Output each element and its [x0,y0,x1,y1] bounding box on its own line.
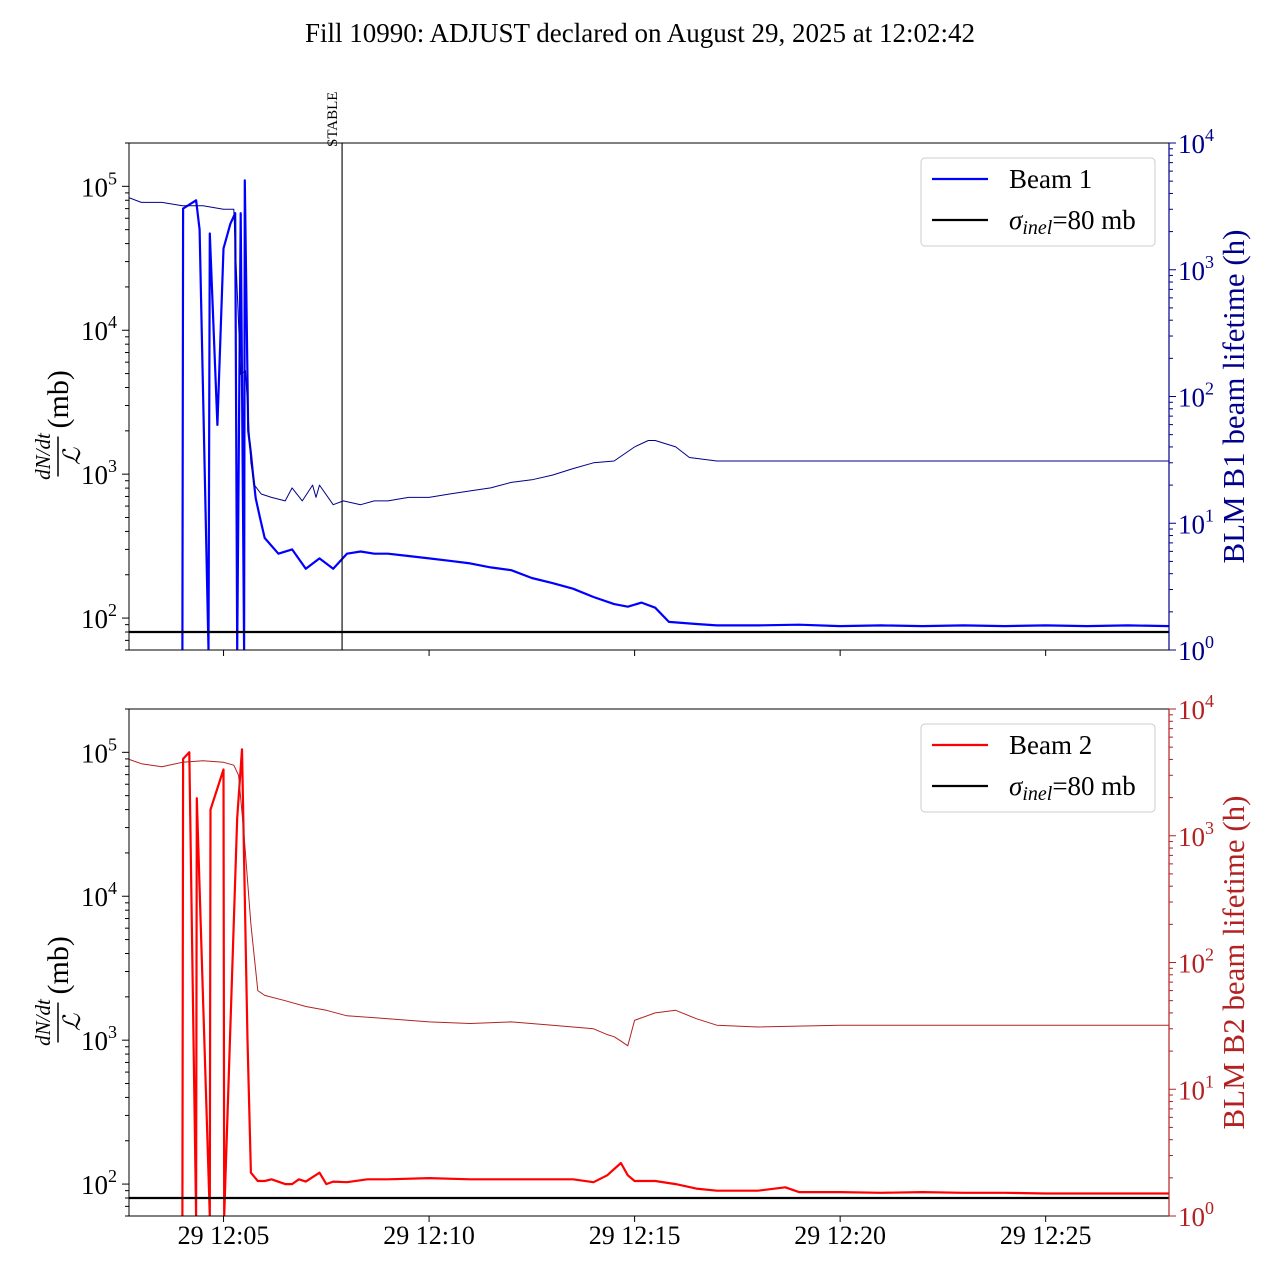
lifetime-line-2 [129,758,1169,1047]
stable-marker-label: STABLE [325,92,341,147]
y-axis-label: dN/dt ℒ (mb) [31,370,86,480]
y-axis-label: dN/dt ℒ (mb) [31,936,86,1046]
x-tick-label: 29 12:05 [178,1221,270,1250]
panel-top: STABLE 102 103 104 105 100 101 102 103 104 dN/dt ℒ (… [31,92,1251,666]
y2-tick-label: 100 [1178,1198,1214,1232]
y-tick-label: 104 [81,878,117,912]
rate-line-2 [181,748,1169,1216]
legend-label-beam: Beam 1 [1009,164,1092,194]
x-tick-label: 29 12:20 [794,1221,886,1250]
rate-line-1 [181,179,1169,650]
y2-tick-label: 100 [1178,632,1214,666]
y2-tick-label: 103 [1178,818,1214,852]
y-tick-label: 102 [81,600,117,634]
x-tick-label: 29 12:10 [383,1221,475,1250]
y-label-unit: (mb) [42,936,75,994]
panel-bottom: 102 103 104 105 100 101 102 103 104 29 12:05 29 12… [31,691,1251,1250]
y-tick-label: 102 [81,1166,117,1200]
y2-axis-label: BLM B1 beam lifetime (h) [1216,229,1251,563]
y-tick-label: 104 [81,312,117,346]
y2-axis-label: BLM B2 beam lifetime (h) [1216,795,1251,1129]
y2-tick-label: 102 [1178,379,1214,413]
y-label-denominator: ℒ [60,447,86,465]
legend-label-sigma: σinel=80 mb [1009,771,1136,805]
x-tick-label: 29 12:25 [1000,1221,1092,1250]
y2-tick-label: 104 [1178,125,1214,159]
y-tick-label: 105 [81,168,117,202]
y-label-unit: (mb) [42,370,75,428]
x-tick-label: 29 12:15 [589,1221,681,1250]
y2-tick-label: 103 [1178,252,1214,286]
figure-title: Fill 10990: ADJUST declared on August 29… [305,18,975,48]
y-label-numerator: dN/dt [31,998,55,1046]
y-label-denominator: ℒ [60,1013,86,1031]
y-tick-label: 103 [81,1022,117,1056]
y-label-numerator: dN/dt [31,432,55,480]
y2-tick-label: 104 [1178,691,1214,725]
y2-tick-label: 101 [1178,505,1214,539]
lifetime-line-1 [129,197,1169,506]
y2-tick-label: 101 [1178,1071,1214,1105]
y-tick-label: 103 [81,456,117,490]
y2-tick-label: 102 [1178,945,1214,979]
y-tick-label: 105 [81,734,117,768]
legend-label-sigma: σinel=80 mb [1009,205,1136,239]
legend-label-beam: Beam 2 [1009,730,1092,760]
